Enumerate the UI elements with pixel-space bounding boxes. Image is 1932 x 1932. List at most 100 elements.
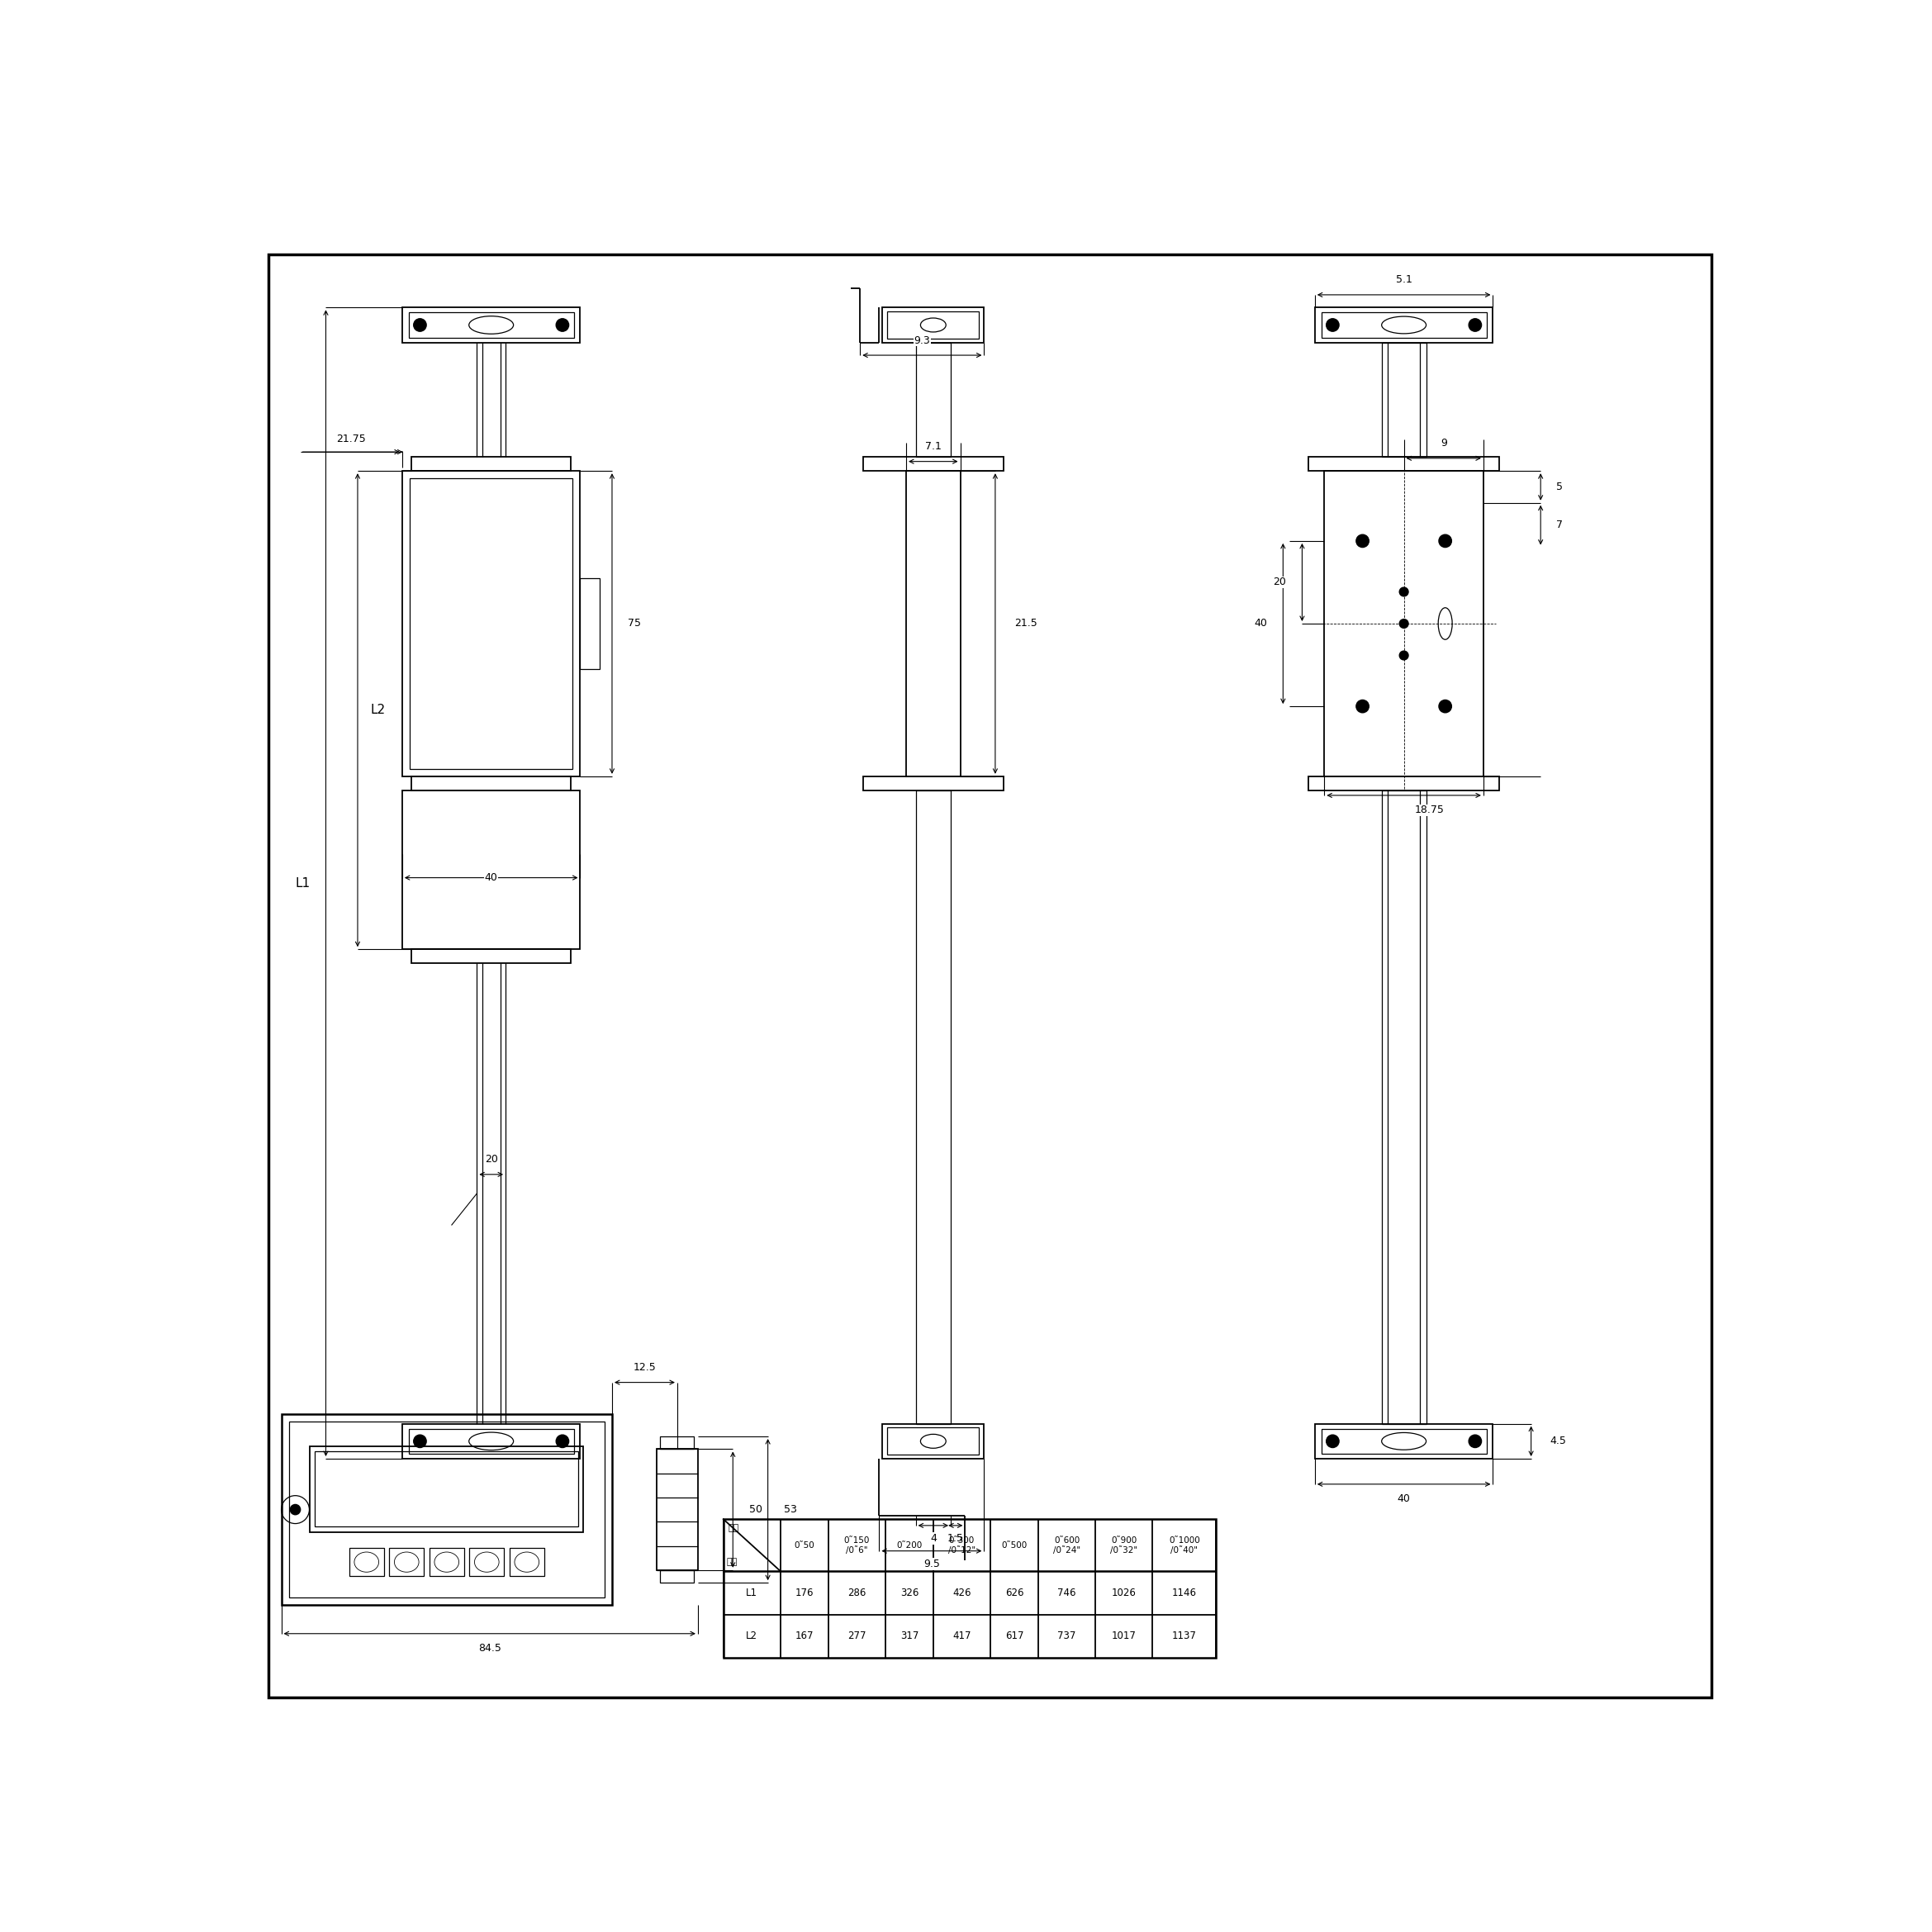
Bar bbox=[309, 1445, 583, 1532]
Circle shape bbox=[413, 319, 427, 332]
Bar bbox=[402, 790, 580, 949]
Bar bbox=[412, 458, 570, 471]
Bar bbox=[887, 311, 980, 338]
Text: 21.5: 21.5 bbox=[1014, 618, 1037, 630]
Text: L1: L1 bbox=[296, 877, 309, 889]
Circle shape bbox=[1399, 587, 1408, 597]
Text: 167: 167 bbox=[796, 1631, 813, 1642]
Text: 1.5: 1.5 bbox=[947, 1534, 964, 1544]
Text: 5.1: 5.1 bbox=[1395, 274, 1412, 286]
Bar bbox=[408, 313, 574, 338]
Bar bbox=[510, 1548, 545, 1577]
Bar bbox=[1316, 1424, 1493, 1459]
Bar bbox=[402, 1424, 580, 1459]
Text: 0˜900
/0˜32": 0˜900 /0˜32" bbox=[1111, 1536, 1138, 1553]
Bar bbox=[1323, 471, 1484, 777]
Text: L2: L2 bbox=[746, 1631, 757, 1642]
Text: 426: 426 bbox=[952, 1588, 972, 1598]
Bar bbox=[661, 1571, 694, 1582]
Text: 84.5: 84.5 bbox=[477, 1642, 500, 1654]
Text: 317: 317 bbox=[900, 1631, 918, 1642]
Circle shape bbox=[1325, 319, 1339, 332]
Circle shape bbox=[1468, 319, 1482, 332]
Text: 417: 417 bbox=[952, 1631, 972, 1642]
Bar bbox=[580, 578, 599, 668]
Bar bbox=[315, 1451, 578, 1526]
Text: 规格: 规格 bbox=[728, 1524, 740, 1532]
Bar bbox=[412, 777, 570, 790]
Text: 20: 20 bbox=[1273, 578, 1287, 587]
Bar bbox=[469, 1548, 504, 1577]
Bar bbox=[402, 471, 580, 777]
Circle shape bbox=[1439, 535, 1451, 547]
Text: 0˜200: 0˜200 bbox=[896, 1542, 922, 1549]
Bar bbox=[1381, 790, 1426, 1424]
Bar bbox=[282, 1414, 612, 1605]
Bar bbox=[916, 342, 951, 458]
Bar bbox=[412, 949, 570, 964]
Text: 9.5: 9.5 bbox=[923, 1559, 939, 1569]
Circle shape bbox=[1356, 535, 1370, 547]
Circle shape bbox=[1468, 1435, 1482, 1447]
Text: 7: 7 bbox=[1557, 520, 1563, 531]
Circle shape bbox=[413, 1435, 427, 1447]
Bar bbox=[350, 1548, 384, 1577]
Circle shape bbox=[1399, 651, 1408, 661]
Text: L1: L1 bbox=[746, 1588, 757, 1598]
Bar bbox=[883, 307, 983, 342]
Text: 21.75: 21.75 bbox=[336, 433, 365, 444]
Text: 40: 40 bbox=[1397, 1493, 1410, 1505]
Text: 737: 737 bbox=[1057, 1631, 1076, 1642]
Bar bbox=[408, 1430, 574, 1453]
Text: 4: 4 bbox=[929, 1534, 937, 1544]
Bar bbox=[864, 458, 1003, 471]
Text: 286: 286 bbox=[848, 1588, 866, 1598]
Text: 4.5: 4.5 bbox=[1549, 1435, 1567, 1447]
Text: 1146: 1146 bbox=[1173, 1588, 1196, 1598]
Text: 0˜300
/0˜12": 0˜300 /0˜12" bbox=[949, 1536, 976, 1553]
Text: 746: 746 bbox=[1057, 1588, 1076, 1598]
Text: 5: 5 bbox=[1557, 481, 1563, 493]
Text: 9: 9 bbox=[1441, 439, 1447, 448]
Text: 53: 53 bbox=[784, 1505, 796, 1515]
Text: 9.3: 9.3 bbox=[914, 334, 929, 346]
Bar bbox=[388, 1548, 425, 1577]
Bar bbox=[883, 1424, 983, 1459]
Text: 326: 326 bbox=[900, 1588, 918, 1598]
Bar bbox=[1381, 342, 1426, 458]
Text: 1137: 1137 bbox=[1173, 1631, 1196, 1642]
Circle shape bbox=[1439, 699, 1451, 713]
Circle shape bbox=[1325, 1435, 1339, 1447]
Circle shape bbox=[556, 1435, 568, 1447]
Bar bbox=[1321, 1430, 1486, 1453]
Bar bbox=[1316, 307, 1493, 342]
Text: 尺寸: 尺寸 bbox=[726, 1557, 738, 1567]
Bar bbox=[402, 307, 580, 342]
Text: 0˜500: 0˜500 bbox=[1001, 1542, 1028, 1549]
Text: 617: 617 bbox=[1005, 1631, 1024, 1642]
Circle shape bbox=[290, 1505, 299, 1515]
Text: 1026: 1026 bbox=[1111, 1588, 1136, 1598]
Text: 0˜600
/0˜24": 0˜600 /0˜24" bbox=[1053, 1536, 1080, 1553]
Bar bbox=[906, 471, 960, 777]
Text: 277: 277 bbox=[848, 1631, 866, 1642]
Text: 40: 40 bbox=[485, 873, 498, 883]
Text: L2: L2 bbox=[371, 703, 384, 717]
Text: 40: 40 bbox=[1254, 618, 1267, 630]
Bar bbox=[657, 1449, 697, 1571]
Text: 176: 176 bbox=[796, 1588, 813, 1598]
Bar bbox=[1321, 313, 1486, 338]
Bar bbox=[916, 790, 951, 1424]
Text: 75: 75 bbox=[628, 618, 641, 630]
Text: 0˜1000
/0˜40": 0˜1000 /0˜40" bbox=[1169, 1536, 1200, 1553]
Circle shape bbox=[1399, 618, 1408, 628]
Text: 12.5: 12.5 bbox=[634, 1362, 657, 1374]
Text: 18.75: 18.75 bbox=[1414, 806, 1443, 815]
Text: 0˜50: 0˜50 bbox=[794, 1542, 815, 1549]
Bar bbox=[864, 777, 1003, 790]
Text: 1017: 1017 bbox=[1111, 1631, 1136, 1642]
Bar bbox=[887, 1428, 980, 1455]
Text: 50: 50 bbox=[750, 1505, 761, 1515]
Text: 0˜150
/0˜6": 0˜150 /0˜6" bbox=[844, 1536, 869, 1553]
Bar bbox=[1308, 777, 1499, 790]
